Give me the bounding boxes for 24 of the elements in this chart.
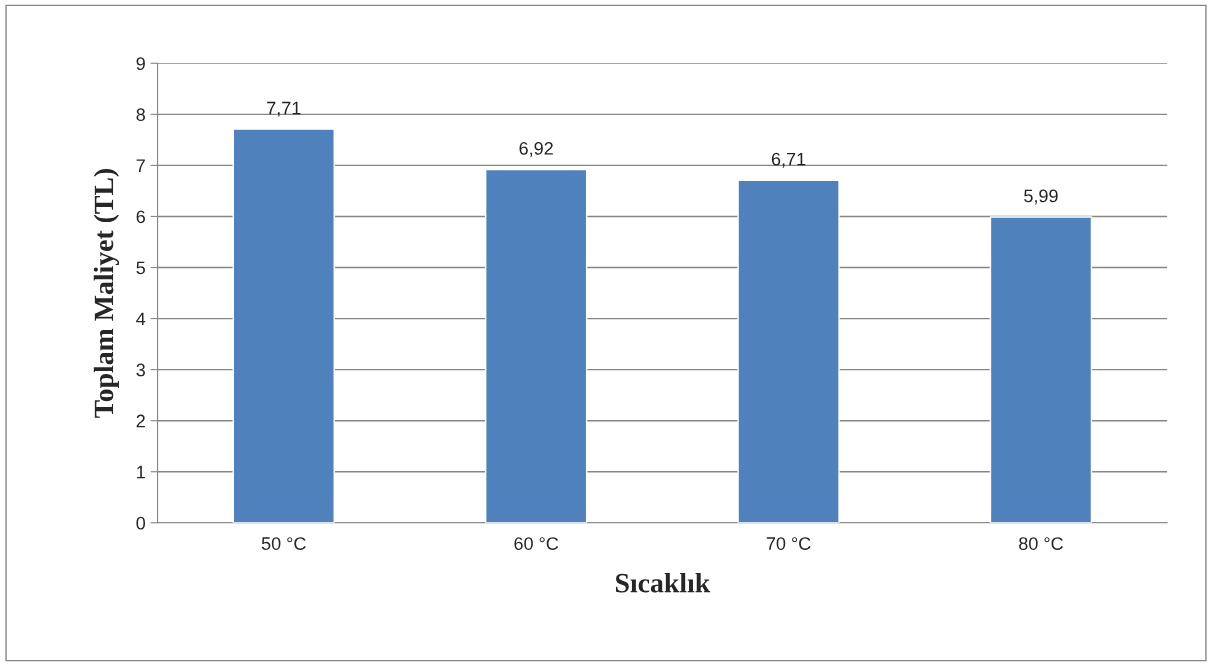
bar: [737, 179, 840, 523]
y-tick-label: 5: [136, 261, 145, 275]
x-tick-label: 70 °C: [766, 537, 811, 550]
x-axis-title: Sıcaklık: [615, 572, 711, 593]
data-label: 7,71: [267, 101, 301, 117]
x-tick-label: 50 °C: [261, 537, 306, 550]
y-tick-label: 0: [136, 516, 146, 530]
bar: [484, 168, 588, 523]
y-tick-label: 7: [136, 159, 145, 172]
x-tick-label: 80 °C: [1019, 537, 1063, 550]
x-tick-label: 60 °C: [514, 537, 559, 550]
y-tick-label: 1: [137, 465, 145, 479]
data-label: 5,99: [1024, 189, 1058, 205]
y-tick-label: 8: [136, 108, 145, 122]
bar: [989, 216, 1093, 523]
y-axis-title: Toplam Maliyet (TL): [93, 168, 120, 418]
data-label: 6,71: [771, 152, 806, 168]
y-tick-label: 6: [136, 210, 145, 224]
y-tick-label: 9: [136, 57, 145, 70]
bar: [232, 128, 335, 523]
data-label: 6,92: [519, 142, 553, 157]
y-tick-label: 4: [136, 312, 146, 326]
y-tick-label: 2: [136, 414, 145, 428]
y-tick-label: 3: [136, 363, 145, 377]
